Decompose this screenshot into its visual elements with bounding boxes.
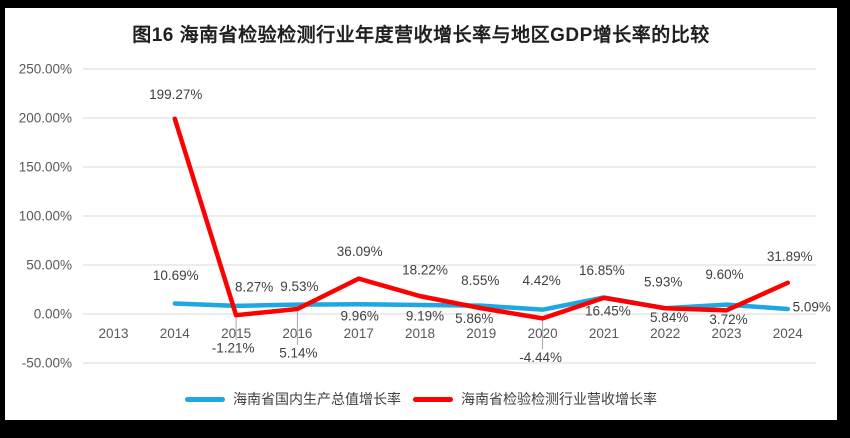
data-label-0-2016: 9.53% [280,279,318,294]
y-axis-tick-label: 150.00% [19,160,72,175]
chart-title: 图16 海南省检验检测行业年度营收增长率与地区GDP增长率的比较 [132,25,710,46]
data-label-0-2014: 10.69% [153,268,199,283]
legend-swatch-gdp-line [185,396,225,402]
x-axis-tick-label: 2023 [711,326,741,341]
x-axis-tick-label: 2014 [160,326,191,341]
data-label-1-2024: 31.89% [767,249,813,264]
chart-legend: 海南省国内生产总值增长率 海南省检验检测行业营收增长率 [5,389,837,409]
y-axis-tick-label: 0.00% [34,307,72,322]
legend-swatch-industry-line [413,396,453,402]
legend-label-industry: 海南省检验检测行业营收增长率 [461,391,657,407]
data-label-0-2015: 8.27% [235,279,273,294]
x-axis-tick-label: 2018 [405,326,435,341]
data-label-1-2015: -1.21% [212,341,255,356]
y-axis-tick-label: -50.00% [22,356,72,371]
data-label-1-2023: 3.72% [709,312,747,327]
data-label-1-2018: 18.22% [402,263,448,278]
x-axis-tick-label: 2017 [344,326,374,341]
data-label-0-2022: 5.93% [644,275,682,290]
data-label-1-2019: 5.86% [455,311,493,326]
legend-item-industry: 海南省检验检测行业营收增长率 [413,389,657,409]
x-axis-tick-label: 2013 [98,326,128,341]
data-label-0-2023: 9.60% [705,267,743,282]
x-axis-tick-label: 2019 [466,326,496,341]
data-label-1-2020: -4.44% [519,350,562,365]
data-label-1-2021: 16.45% [585,303,631,318]
y-axis-tick-label: 50.00% [26,258,72,273]
line-chart-plot: 250.00% 200.00% 150.00% 100.00% 50.00% 0.00% -… [19,62,831,371]
data-label-0-2021: 16.85% [579,263,625,278]
y-axis-tick-label: 100.00% [19,209,72,224]
data-label-0-2017: 9.96% [341,309,379,324]
data-label-0-2024: 5.09% [793,300,831,315]
y-axis-tick-label: 200.00% [19,111,72,126]
chart-panel: 图16 海南省检验检测行业年度营收增长率与地区GDP增长率的比较 250.00%… [5,8,837,420]
data-label-1-2016: 5.14% [279,345,317,360]
x-axis-tick-label: 2021 [589,326,619,341]
legend-item-gdp: 海南省国内生产总值增长率 [185,389,401,409]
data-label-1-2022: 5.84% [650,310,688,325]
x-axis-tick-label: 2024 [773,326,804,341]
series-line-1 [172,116,791,321]
x-axis-tick-label: 2022 [650,326,680,341]
data-label-1-2017: 36.09% [337,244,383,259]
y-axis-tick-label: 250.00% [19,62,72,77]
legend-label-gdp: 海南省国内生产总值增长率 [233,391,401,407]
data-label-0-2019: 8.55% [461,273,499,288]
data-label-0-2020: 4.42% [522,273,560,288]
data-label-0-2018: 9.19% [406,308,444,323]
data-label-1-2014: 199.27% [149,87,202,102]
